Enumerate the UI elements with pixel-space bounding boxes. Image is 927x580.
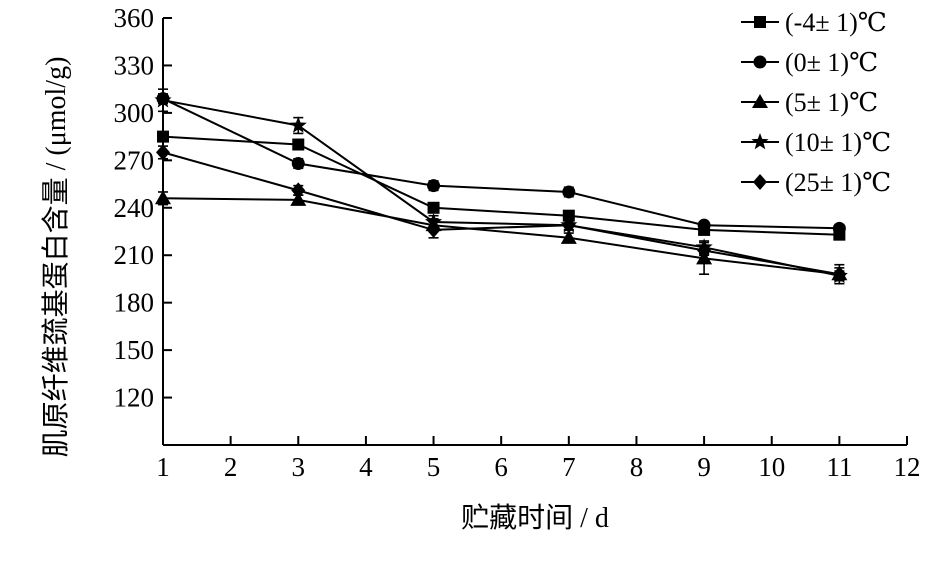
x-tick-label-6: 6: [494, 452, 508, 482]
series-4-line: [162, 99, 840, 277]
legend-marker-1: [754, 16, 766, 28]
series-5-point-5: [697, 242, 712, 259]
series-1-point-3: [427, 201, 440, 214]
series-3-point-1: [155, 190, 171, 205]
series-5-point-6: [832, 266, 847, 283]
series-1-point-4: [562, 209, 575, 222]
x-tick-label-9: 9: [697, 452, 711, 482]
y-tick-label-120: 120: [114, 383, 155, 413]
legend-item-1: (-4± 1)℃: [741, 8, 887, 37]
series-4-point-1: [154, 91, 172, 108]
legend-item-5: (25± 1)℃: [741, 168, 891, 197]
series-5-point-1: [156, 144, 170, 161]
legend-item-4: (10± 1)℃: [741, 128, 891, 157]
series-2-point-2: [291, 156, 305, 170]
y-tick-label-330: 330: [114, 50, 155, 80]
x-tick-label-8: 8: [630, 452, 644, 482]
x-tick-label-1: 1: [156, 452, 170, 482]
legend-label-4: (10± 1)℃: [785, 128, 891, 157]
series-2-line: [162, 97, 840, 230]
series-5-point-4: [561, 217, 576, 234]
legend-marker-3: [752, 94, 768, 108]
series-5-point-3: [426, 221, 441, 238]
series-2-point-3: [427, 179, 441, 193]
series-5: [156, 144, 847, 283]
series-1-line: [162, 135, 840, 236]
x-axis-title: 贮藏时间 / d: [461, 502, 609, 534]
y-tick-label-300: 300: [114, 98, 155, 128]
series-4-point-2: [289, 116, 307, 133]
series-5-line: [162, 151, 840, 276]
legend-marker-2: [753, 55, 767, 69]
series-5-point-2: [291, 182, 306, 199]
legend-label-2: (0± 1)℃: [785, 48, 878, 77]
y-tick-label-360: 360: [114, 3, 155, 33]
x-tick-label-3: 3: [292, 452, 306, 482]
legend-item-2: (0± 1)℃: [741, 48, 878, 77]
legend-marker-5: [753, 174, 767, 190]
x-tick-label-7: 7: [562, 452, 576, 482]
series-4: [154, 88, 848, 284]
x-tick-label-5: 5: [427, 452, 441, 482]
x-tick-label-2: 2: [224, 452, 238, 482]
series-2-point-4: [562, 185, 576, 199]
legend-label-5: (25± 1)℃: [785, 168, 891, 197]
y-axis-title: 肌原纤维巯基蛋白含量 / (μmol/g): [40, 57, 72, 458]
series-2-point-6: [832, 221, 846, 235]
x-tick-label-11: 11: [826, 452, 852, 482]
y-tick-label-180: 180: [114, 288, 155, 318]
series-1-point-1: [157, 130, 169, 143]
series-2-point-5: [697, 218, 711, 232]
series-1-point-2: [292, 138, 305, 151]
y-tick-label-150: 150: [114, 335, 155, 365]
series-2: [156, 92, 846, 235]
series-3-line: [162, 197, 840, 276]
series-3-point-4: [560, 229, 577, 244]
legend-label-3: (5± 1)℃: [785, 88, 878, 117]
x-tick-label-10: 10: [758, 452, 785, 482]
x-tick-label-4: 4: [359, 452, 373, 482]
y-tick-label-240: 240: [114, 193, 155, 223]
y-tick-label-270: 270: [114, 145, 155, 175]
series-layer: [154, 88, 848, 285]
series-3: [155, 190, 848, 285]
series-3-point-2: [290, 191, 307, 206]
legend-item-3: (5± 1)℃: [741, 88, 878, 117]
legend: (-4± 1)℃ (0± 1)℃ (5± 1)℃ (10± 1)℃ (25± 1)℃: [741, 8, 891, 197]
legend-label-1: (-4± 1)℃: [785, 8, 887, 37]
series-4-point-3: [425, 213, 443, 230]
y-tick-label-210: 210: [114, 240, 155, 270]
x-tick-label-12: 12: [894, 452, 921, 482]
legend-marker-4: [751, 133, 769, 150]
